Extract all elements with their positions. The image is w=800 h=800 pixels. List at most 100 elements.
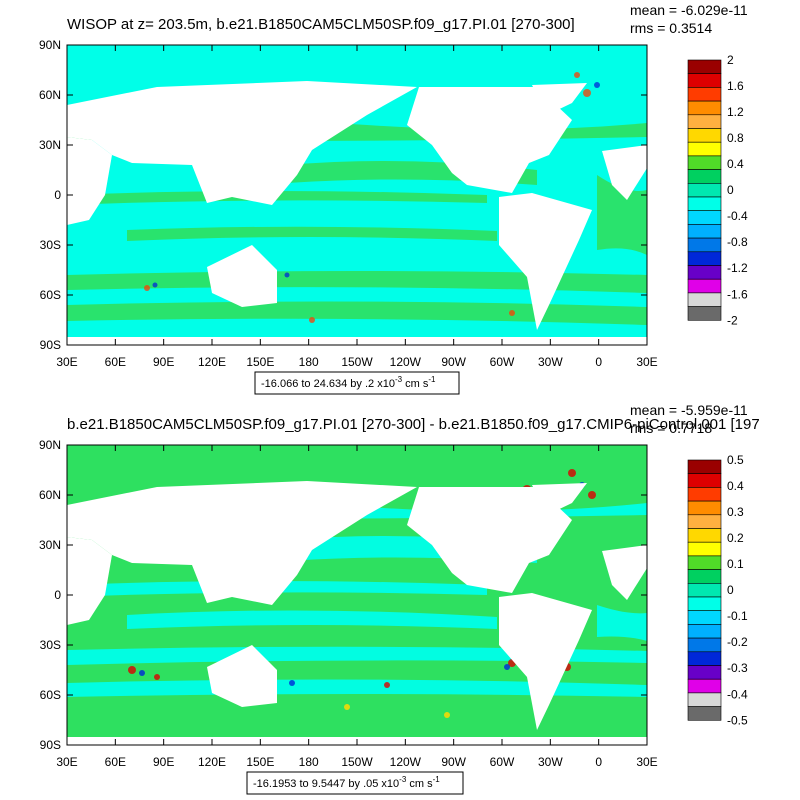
rms-stat-2: rms = 0.7718 — [630, 420, 712, 436]
x-tick-label: 180 — [299, 755, 319, 769]
info-box-1: -16.066 to 24.634 by .2 x10-3 cm s-1 — [254, 371, 460, 395]
colorbar-swatch — [687, 59, 722, 74]
colorbar-swatch — [687, 306, 722, 321]
colorbar-label: -0.5 — [727, 713, 748, 727]
x-tick-label: 150E — [246, 355, 274, 369]
colorbar-swatch — [687, 706, 722, 721]
colorbar-2: 0.5 0.4 0.3 0.2 0.1 0 -0.1 -0.2 -0.3 -0.4 -0.5 — [687, 453, 748, 727]
y-tick-label: 30S — [40, 638, 61, 652]
colorbar-label: 0.3 — [727, 505, 744, 519]
colorbar-label: 0.4 — [727, 157, 744, 171]
colorbar-swatch — [687, 514, 722, 529]
colorbar-swatch — [687, 141, 722, 157]
colorbar-swatch — [687, 678, 722, 694]
x-tick-label: 90W — [441, 755, 466, 769]
chart-title-1: WISOP at z= 203.5m, b.e21.B1850CAM5CLM50… — [67, 16, 575, 33]
info-unit-exp-2: -1 — [433, 775, 441, 784]
x-tick-label: 0 — [595, 755, 602, 769]
colorbar-label: 0.4 — [727, 479, 744, 493]
colorbar-label: 0 — [727, 583, 734, 597]
x-tick-label: 150E — [246, 755, 274, 769]
x-tick-label: 150W — [341, 355, 373, 369]
colorbar-swatch — [687, 292, 722, 307]
colorbar-label: 0 — [727, 183, 734, 197]
x-tick-label: 60W — [490, 755, 515, 769]
info-unit-2: cm s — [406, 778, 433, 790]
x-tick-label: 120W — [390, 355, 422, 369]
colorbar-swatch — [687, 128, 722, 143]
y-tick-label: 60S — [40, 288, 61, 302]
colorbar-swatch — [687, 459, 722, 474]
colorbar-swatch — [687, 610, 722, 625]
x-tick-label: 60E — [105, 355, 126, 369]
colorbar-swatch — [687, 87, 722, 102]
x-tick-label: 30E — [636, 355, 657, 369]
colorbar-swatch — [687, 114, 722, 129]
svg-text:-16.1953 to 9.5447 by .05 x10-: -16.1953 to 9.5447 by .05 x10-3 cm s-1 — [253, 775, 440, 790]
colorbar-label: -1.6 — [727, 287, 748, 301]
map-area-2: 30E 60E 90E 120E 150E 180 150W 120W 90W 60W 30W 0 30… — [39, 438, 658, 769]
x-tick-label: 30W — [538, 355, 563, 369]
colorbar-swatch — [687, 637, 722, 653]
colorbar-swatch — [687, 237, 722, 253]
x-tick-label: 120W — [390, 755, 422, 769]
y-tick-label: 90N — [39, 438, 61, 452]
x-tick-label: 60W — [490, 355, 515, 369]
colorbar-swatch — [687, 541, 722, 557]
colorbar-swatch — [687, 73, 722, 88]
colorbar-label: -0.2 — [727, 635, 748, 649]
colorbar-swatch — [687, 251, 722, 266]
colorbar-swatch — [687, 224, 722, 239]
y-tick-label: 60S — [40, 688, 61, 702]
colorbar-swatch — [687, 169, 722, 184]
colorbar-swatch — [687, 528, 722, 543]
x-tick-label: 0 — [595, 355, 602, 369]
info-unit-exp-1: -1 — [428, 375, 436, 384]
x-tick-label: 30E — [56, 355, 77, 369]
colorbar-swatch — [687, 583, 722, 598]
colorbar-label: -0.4 — [727, 687, 748, 701]
colorbar-label: 0.1 — [727, 557, 744, 571]
colorbar-swatch — [687, 265, 722, 280]
colorbar-swatch — [687, 692, 722, 707]
y-tick-label: 90N — [39, 38, 61, 52]
y-tick-label: 30N — [39, 138, 61, 152]
colorbar-label: -0.4 — [727, 209, 748, 223]
y-tick-label: 60N — [39, 88, 61, 102]
x-tick-label: 90E — [153, 755, 174, 769]
colorbar-label: 0.5 — [727, 453, 744, 467]
x-tick-label: 150W — [341, 755, 373, 769]
y-tick-label: 0 — [54, 588, 61, 602]
colorbar-label: -0.1 — [727, 609, 748, 623]
info-prefix-1: -16.066 to 24.634 by .2 x10 — [261, 378, 395, 390]
colorbar-swatch — [687, 473, 722, 488]
rms-stat-1: rms = 0.3514 — [630, 20, 712, 36]
info-box-2: -16.1953 to 9.5447 by .05 x10-3 cm s-1 — [246, 771, 464, 795]
y-tick-label: 30S — [40, 238, 61, 252]
info-unit-1: cm s — [402, 378, 429, 390]
mean-stat-2: mean = -5.959e-11 — [630, 402, 748, 418]
x-tick-label: 30E — [636, 755, 657, 769]
colorbar-swatch — [687, 183, 722, 198]
colorbar-swatch — [687, 196, 722, 211]
chart-title-2: b.e21.B1850CAM5CLM50SP.f09_g17.PI.01 [27… — [67, 416, 760, 433]
colorbar-label: 0.8 — [727, 131, 744, 145]
y-tick-label: 0 — [54, 188, 61, 202]
info-prefix-2: -16.1953 to 9.5447 by .05 x10 — [253, 778, 399, 790]
x-tick-label: 30W — [538, 755, 563, 769]
x-tick-label: 90W — [441, 355, 466, 369]
colorbar-swatch — [687, 278, 722, 294]
colorbar-label: -0.8 — [727, 235, 748, 249]
colorbar-label: 0.2 — [727, 531, 744, 545]
colorbar-swatch — [687, 596, 722, 611]
colorbar-swatch — [687, 555, 722, 570]
colorbar-1: 2 1.6 1.2 0.8 0.4 0 -0.4 -0.8 -1.2 -1.6 -2 — [687, 53, 748, 327]
colorbar-swatch — [687, 210, 722, 225]
colorbar-label: 1.2 — [727, 105, 744, 119]
colorbar-swatch — [687, 665, 722, 680]
info-exp-2: -3 — [399, 775, 407, 784]
info-exp-1: -3 — [395, 375, 403, 384]
mean-stat-1: mean = -6.029e-11 — [630, 2, 748, 18]
y-tick-label: 90S — [40, 338, 61, 352]
